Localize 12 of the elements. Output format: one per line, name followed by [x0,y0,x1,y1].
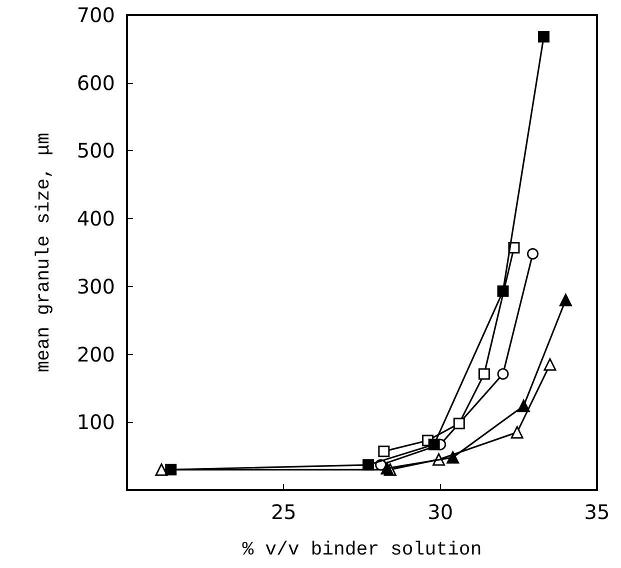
y-tick-label: 400 [76,206,115,231]
y-tick-label: 500 [76,138,115,163]
y-tick-label: 600 [76,70,115,95]
x-axis-title: % v/v binder solution [242,538,482,560]
x-tick-label: 25 [270,500,296,524]
y-tick-label: 100 [76,410,115,434]
y-tick-label: 300 [76,274,115,298]
y-tick-label: 700 [76,3,115,27]
y-axis-title: mean granule size, μm [32,132,54,372]
x-tick-label: 30 [428,500,454,524]
x-tick-label: 35 [584,500,610,524]
y-tick-label: 200 [76,342,115,366]
